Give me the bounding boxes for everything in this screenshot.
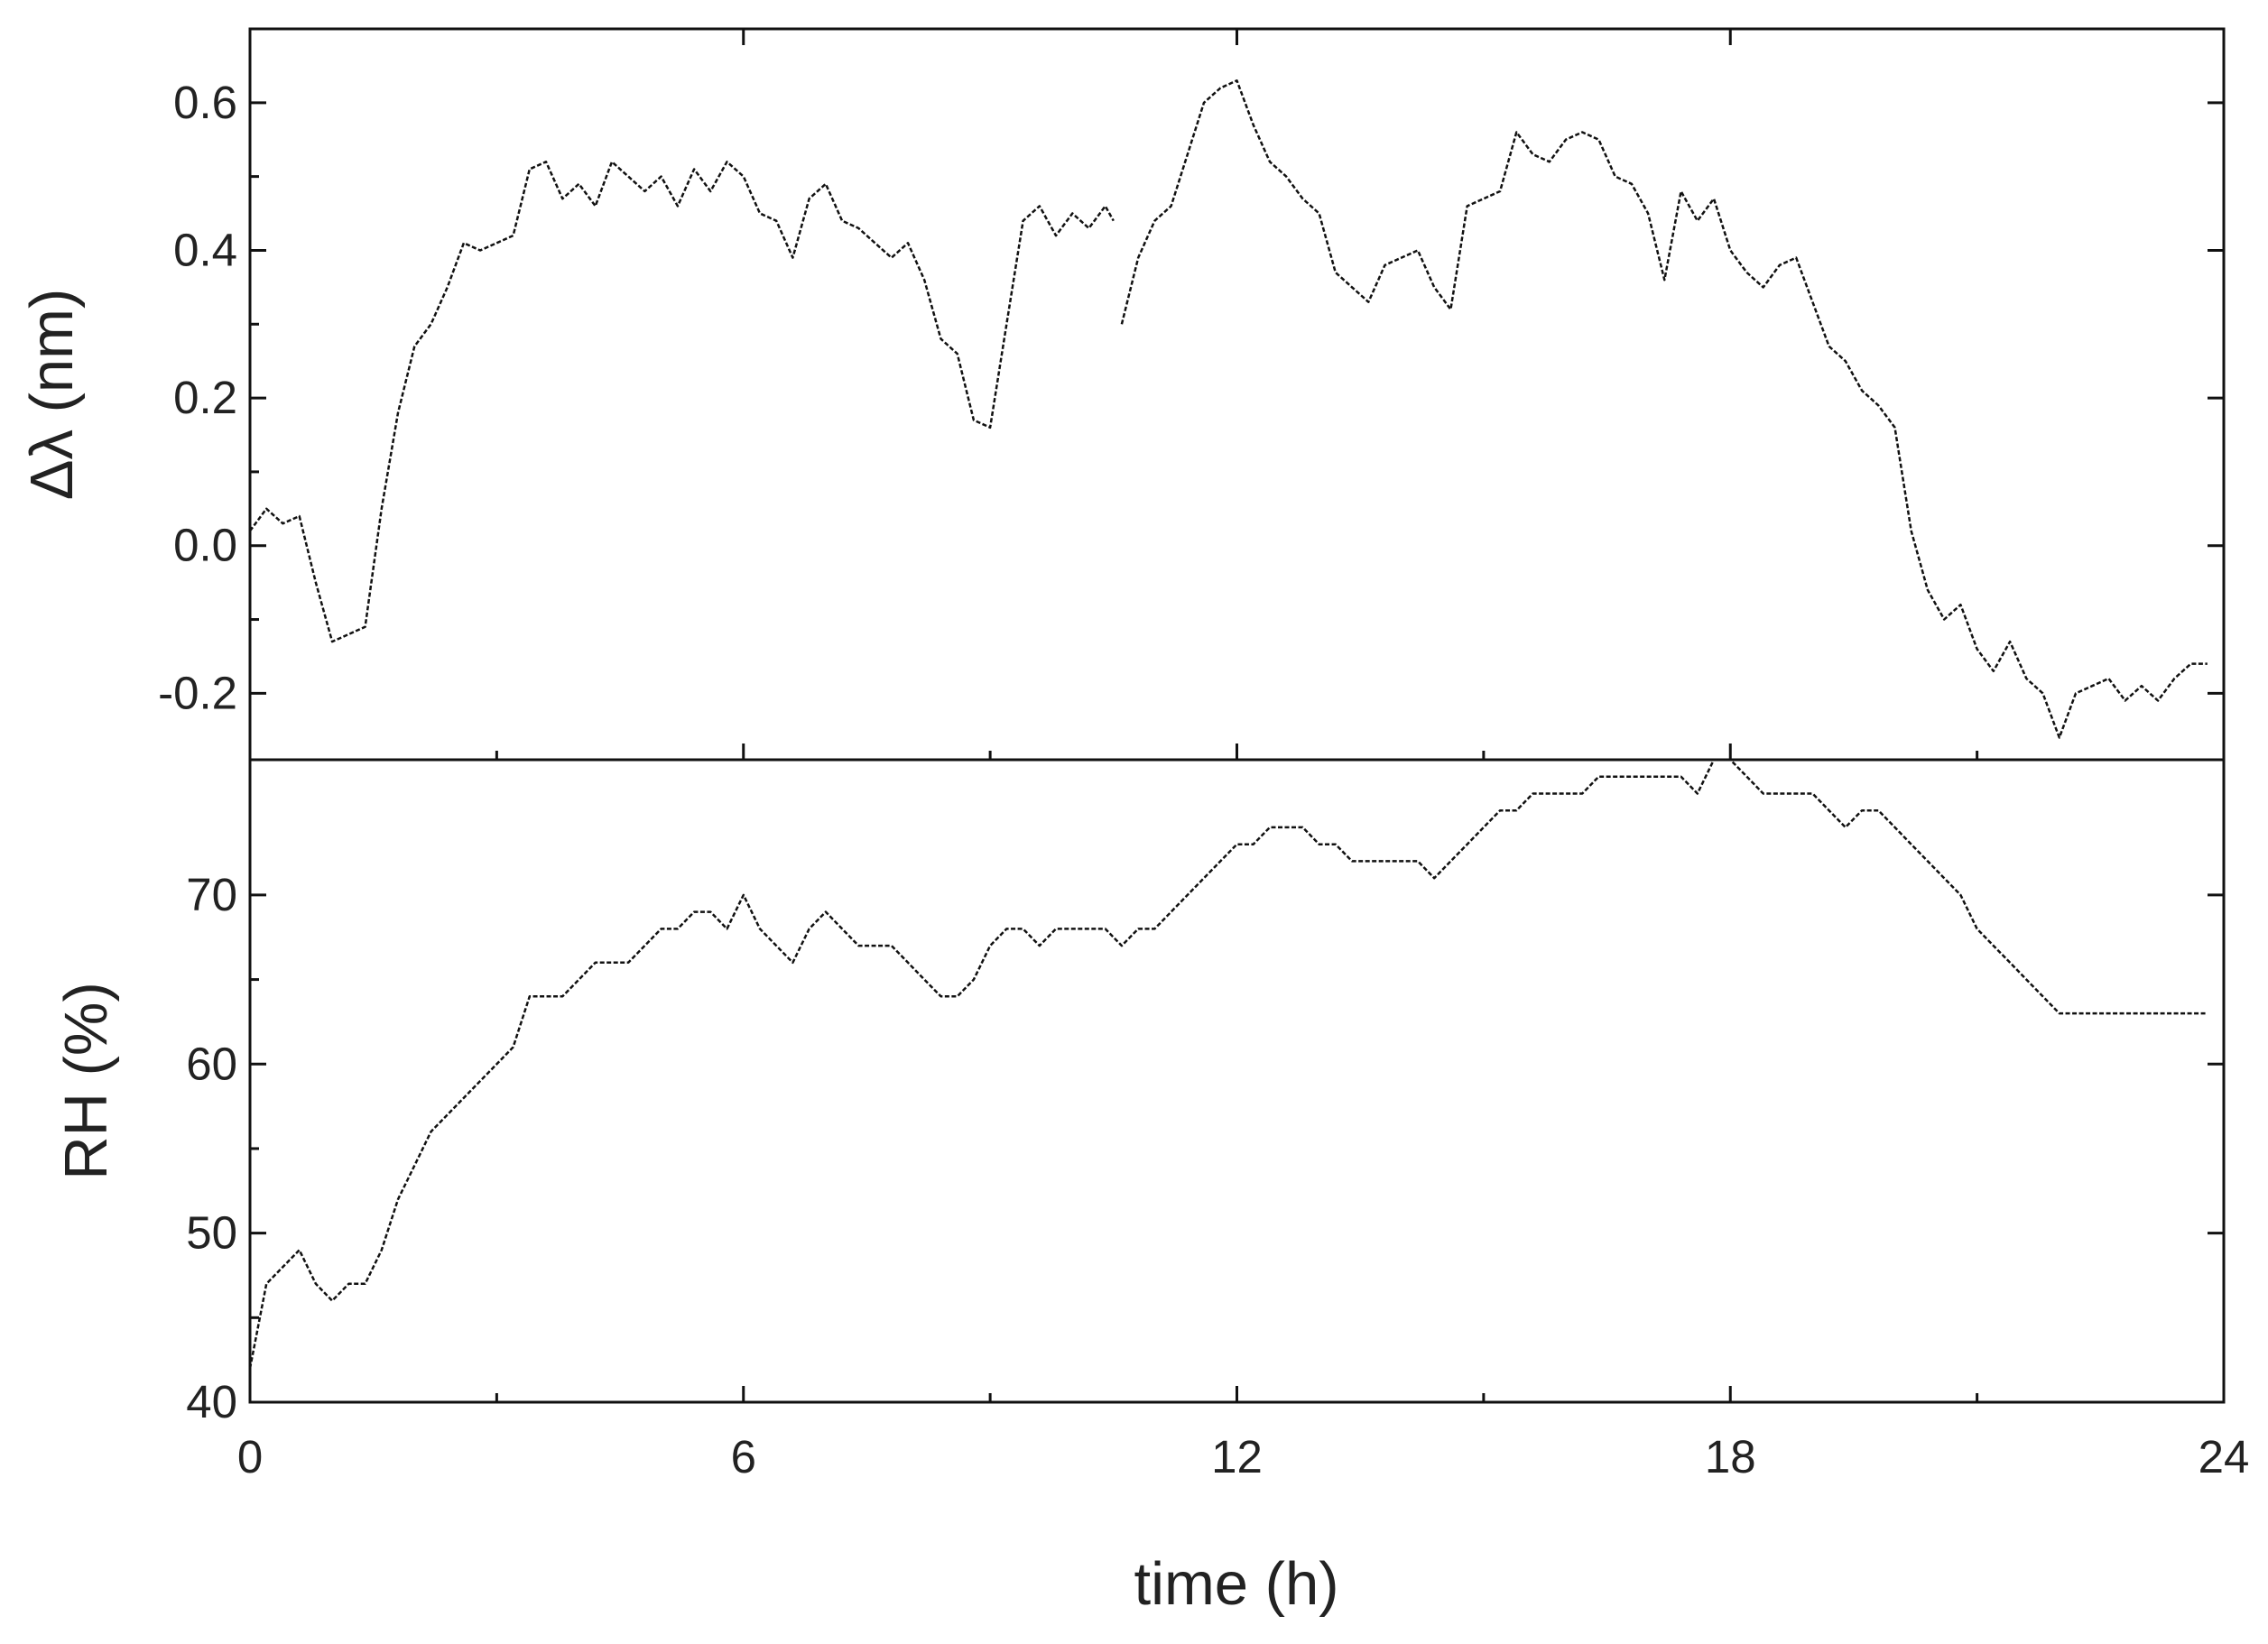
bottom-y-ticks: 40 50 60 70 xyxy=(186,869,2224,1427)
top-y-axis-title: Δλ (nm) xyxy=(18,289,86,501)
top-x-ticks xyxy=(248,29,2226,760)
bottom-series-group xyxy=(248,758,2208,1369)
bottom-plot-frame xyxy=(248,758,2226,1404)
top-series-line-1 xyxy=(248,161,1115,643)
x-tick-label: 12 xyxy=(1211,1431,1263,1482)
top-plot-frame xyxy=(248,27,2226,762)
bottom-y-tick-label: 50 xyxy=(186,1207,237,1259)
top-y-ticks: -0.2 0.0 0.2 0.4 0.6 xyxy=(158,77,2224,718)
x-tick-label: 18 xyxy=(1705,1431,1756,1482)
top-y-tick-label: -0.2 xyxy=(158,667,237,718)
top-y-tick-label: 0.0 xyxy=(173,520,237,571)
top-y-tick-label: 0.2 xyxy=(173,372,237,423)
bottom-series-line-1 xyxy=(248,758,2208,1369)
top-series-group xyxy=(248,79,2208,739)
top-series-line-2 xyxy=(1120,79,2208,739)
bottom-y-tick-label: 70 xyxy=(186,869,237,920)
x-axis-title: time (h) xyxy=(1134,1550,1338,1618)
top-panel: -0.2 0.0 0.2 0.4 0.6 Δλ (nm) xyxy=(18,27,2226,762)
bottom-panel: 0 6 12 18 24 40 50 60 70 RH (%) time (h) xyxy=(52,758,2250,1618)
bottom-y-tick-label: 60 xyxy=(186,1038,237,1089)
bottom-y-axis-title: RH (%) xyxy=(52,982,120,1180)
x-tick-label: 0 xyxy=(237,1431,263,1482)
x-tick-label: 6 xyxy=(731,1431,756,1482)
top-y-tick-label: 0.4 xyxy=(173,224,237,275)
x-tick-label: 24 xyxy=(2199,1431,2250,1482)
bottom-y-tick-label: 40 xyxy=(186,1376,237,1427)
bottom-x-ticks: 0 6 12 18 24 xyxy=(237,1386,2250,1482)
top-y-tick-label: 0.6 xyxy=(173,77,237,128)
